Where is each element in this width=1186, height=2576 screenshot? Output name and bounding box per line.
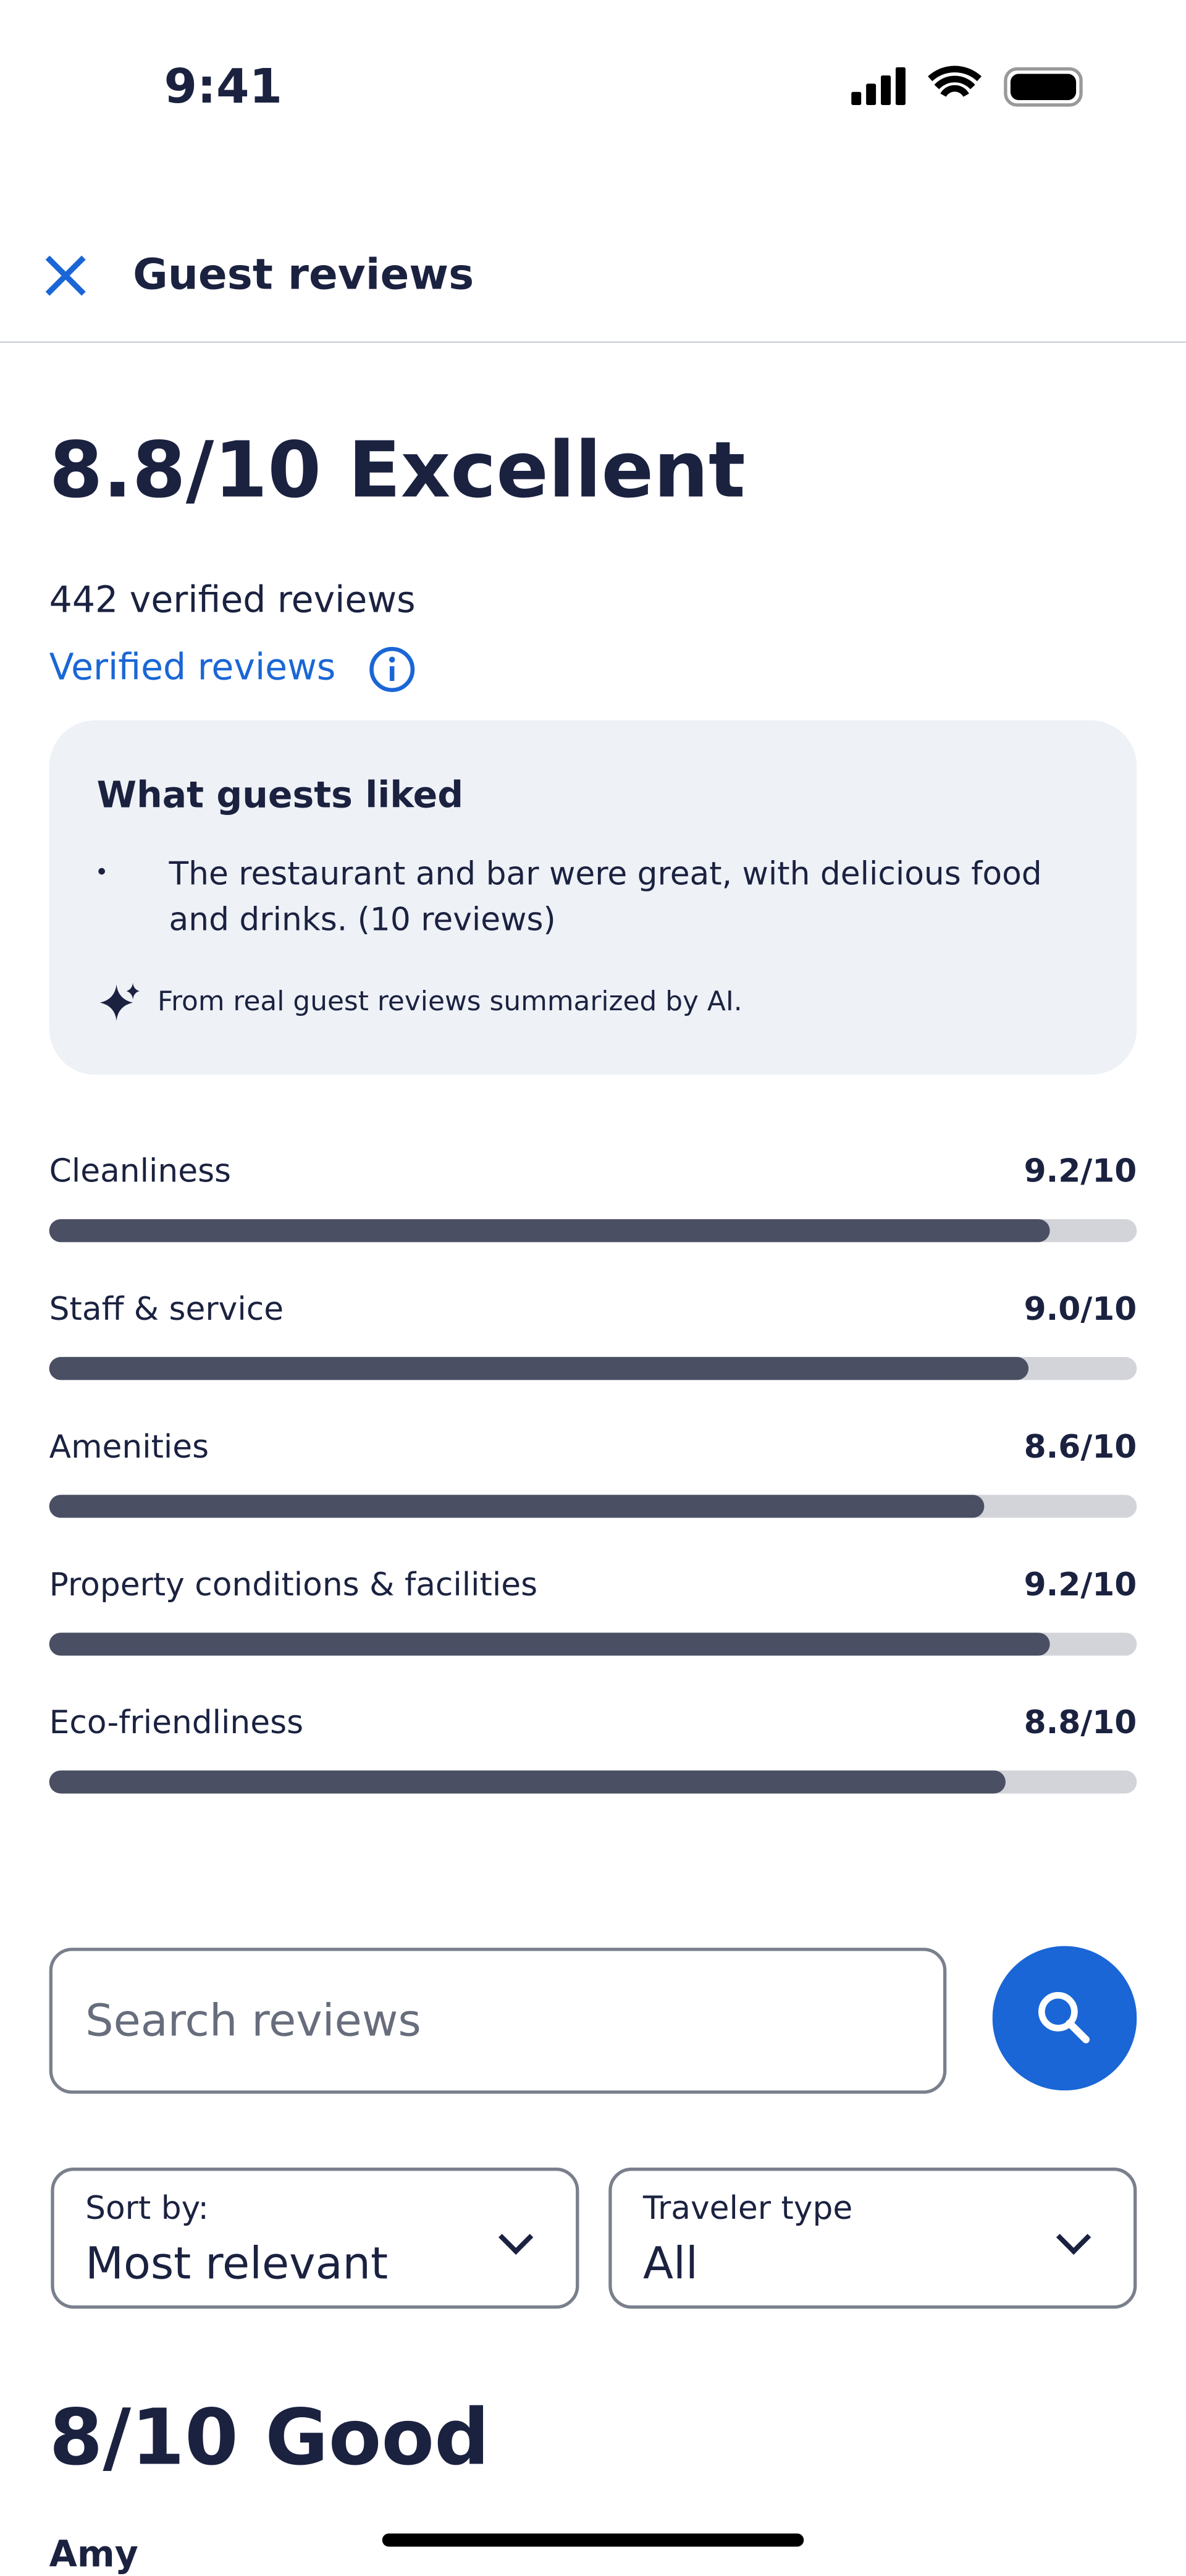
score-value: 9.2/10 — [1024, 1566, 1137, 1604]
status-icons — [851, 65, 1083, 107]
search-button[interactable] — [992, 1946, 1137, 2091]
score-label: Property conditions & facilities — [49, 1566, 538, 1604]
filter-value: Most relevant — [85, 2239, 389, 2290]
liked-card: What guests liked The restaurant and bar… — [49, 720, 1137, 1075]
header-title: Guest reviews — [133, 251, 474, 300]
liked-title: What guests liked — [96, 776, 464, 817]
score-value: 9.0/10 — [1024, 1290, 1137, 1328]
score-bar — [49, 1495, 985, 1518]
filter-label: Sort by: — [85, 2189, 209, 2228]
info-icon[interactable] — [368, 645, 417, 695]
status-time: 9:41 — [164, 58, 283, 114]
filter-value: All — [642, 2239, 698, 2290]
review-author: Amy — [49, 2535, 138, 2576]
chevron — [1056, 2219, 1091, 2255]
filter-label: Traveler type — [642, 2189, 853, 2228]
liked-item: The restaurant and bar were great, with … — [169, 855, 1042, 939]
rating-headline: 8.8/10 Excellent — [49, 426, 746, 517]
home-indicator — [382, 2533, 804, 2547]
score-label: Amenities — [49, 1428, 209, 1466]
verified-link[interactable]: Verified reviews — [49, 648, 336, 690]
chevron — [498, 2219, 534, 2255]
score-label: Staff & service — [49, 1290, 284, 1328]
ai-icon — [99, 982, 140, 1021]
search-box[interactable]: Search reviews — [49, 1948, 947, 2094]
score-bar — [49, 1770, 1007, 1794]
review-headline: 8/10 Good — [49, 2393, 490, 2484]
score-value: 9.2/10 — [1024, 1152, 1137, 1190]
close-button[interactable] — [43, 253, 88, 298]
ai-note: From real guest reviews summarized by AI… — [157, 986, 742, 1017]
score-label: Cleanliness — [49, 1152, 232, 1190]
score-bar — [49, 1219, 1050, 1243]
review-count: 442 verified reviews — [49, 581, 416, 622]
score-value: 8.8/10 — [1024, 1704, 1137, 1742]
bullet — [98, 868, 105, 875]
filter-dropdown[interactable]: Sort by: Most relevant — [51, 2168, 579, 2309]
score-bar — [49, 1632, 1050, 1656]
score-value: 8.6/10 — [1024, 1428, 1137, 1466]
score-label: Eco-friendliness — [49, 1704, 304, 1742]
divider — [0, 341, 1186, 344]
search-placeholder: Search reviews — [85, 1996, 421, 2047]
score-bar — [49, 1357, 1028, 1380]
filter-dropdown[interactable]: Traveler type All — [608, 2168, 1137, 2309]
